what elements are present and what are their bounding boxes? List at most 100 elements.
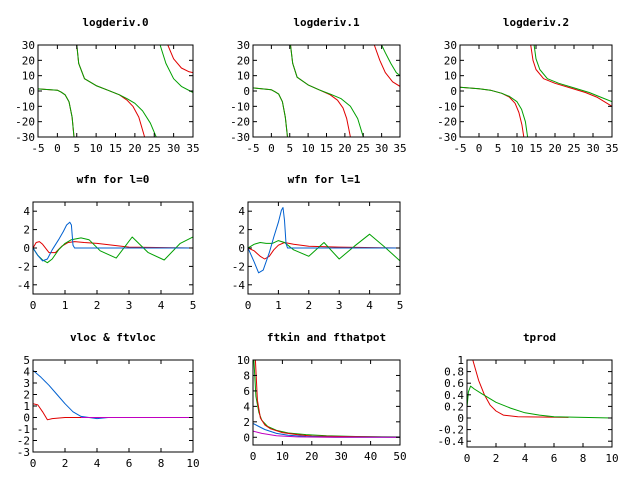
- series-line-2-segment-1: [460, 86, 529, 137]
- x-tick-label: 2: [62, 457, 69, 470]
- x-tick-label: 3: [336, 299, 343, 312]
- y-tick-label: -10: [437, 100, 457, 113]
- x-tick-label: 8: [580, 452, 587, 465]
- x-tick-label: 15: [529, 142, 542, 155]
- y-tick-label: 10: [444, 70, 457, 83]
- plot-frame: [252, 359, 401, 446]
- y-tick-label: 1: [457, 354, 464, 367]
- x-tick-label: -5: [31, 142, 44, 155]
- x-tick-label: 0: [476, 142, 483, 155]
- series-group: [33, 370, 193, 421]
- series-line-1-segment-2: [530, 45, 612, 107]
- chart-ftkin: ftkin and fthatpot 0 10 20 30 40 50 0 2 4 6 8 10: [237, 331, 407, 463]
- chart-logderiv0: logderiv.0-5 0 5 10 15 20 25 30 35-30-20-1001020…: [15, 16, 200, 155]
- chart-title: wfn for l=0: [77, 173, 150, 186]
- y-tick-label: 30: [22, 39, 35, 52]
- y-tick-label: 20: [237, 54, 250, 67]
- x-tick-label: 0: [250, 450, 257, 463]
- x-tick-label: 25: [357, 142, 370, 155]
- x-tick-label: 5: [397, 299, 404, 312]
- y-tick-label: -4: [232, 279, 246, 292]
- x-tick-label: 1: [275, 299, 282, 312]
- y-tick-label: -10: [230, 100, 250, 113]
- y-tick-label: -30: [15, 131, 35, 144]
- y-tick-label: 0: [238, 242, 245, 255]
- x-tick-label: 5: [73, 142, 80, 155]
- chart-wfn0: wfn for l=0 0 1 2 3 4 5 -4 -2 0 2 4: [17, 173, 197, 312]
- y-tick-label: 10: [22, 70, 35, 83]
- chart-logderiv1: logderiv.1-5 0 5 10 15 20 25 30 35-30-20-1001020…: [230, 16, 407, 155]
- y-tick-label: -0.4: [438, 435, 465, 448]
- x-tick-label: 35: [393, 142, 406, 155]
- y-tick-label: -20: [230, 116, 250, 129]
- x-tick-label: 40: [364, 450, 377, 463]
- y-tick-label: -10: [15, 100, 35, 113]
- chart-logderiv2: logderiv.2-5 0 5 10 15 20 25 30 35-30-20-1001020…: [437, 16, 619, 155]
- x-tick-label: 10: [302, 142, 315, 155]
- x-tick-label: 2: [94, 299, 101, 312]
- chart-wfn1: wfn for l=1 0 1 2 3 4 5 -4 -2 0 2 4: [232, 173, 404, 312]
- x-tick-label: 35: [186, 142, 199, 155]
- y-tick-label: 0.2: [444, 400, 464, 413]
- series-line-1-segment-1: [33, 241, 193, 254]
- y-tick-label: 4: [238, 205, 245, 218]
- y-tick-label: 4: [23, 205, 30, 218]
- x-tick-label: 1: [62, 299, 69, 312]
- chart-title: wfn for l=1: [288, 173, 361, 186]
- x-tick-label: 15: [109, 142, 122, 155]
- y-tick-label: 4: [243, 400, 250, 413]
- series-group: [253, 360, 400, 438]
- series-line-2-segment-3: [381, 45, 400, 77]
- chart-title: ftkin and fthatpot: [267, 331, 386, 344]
- series-line-1-segment-1: [33, 403, 193, 421]
- x-tick-label: 15: [320, 142, 333, 155]
- y-tick-label: -0.2: [438, 424, 465, 437]
- y-tick-label: 0: [23, 412, 30, 425]
- series-line-2-segment-1: [33, 370, 113, 420]
- series-group: [253, 45, 400, 137]
- x-tick-label: 4: [94, 457, 101, 470]
- x-tick-label: 30: [167, 142, 180, 155]
- series-line-2-segment-3: [159, 45, 193, 93]
- x-tick-label: 20: [128, 142, 141, 155]
- x-tick-label: 25: [567, 142, 580, 155]
- x-tick-label: 4: [158, 299, 165, 312]
- y-tick-label: 0: [28, 85, 35, 98]
- x-tick-label: 30: [375, 142, 388, 155]
- y-tick-label: -3: [17, 446, 30, 459]
- x-tick-label: 6: [126, 457, 133, 470]
- y-tick-label: -20: [15, 116, 35, 129]
- y-tick-label: 5: [23, 354, 30, 367]
- x-tick-label: 10: [605, 452, 618, 465]
- x-tick-label: 0: [268, 142, 275, 155]
- x-tick-label: 5: [495, 142, 502, 155]
- series-line-1-segment-1: [472, 360, 569, 418]
- x-tick-label: -5: [453, 142, 466, 155]
- y-tick-label: 2: [243, 416, 250, 429]
- series-line-3-segment-1: [248, 207, 400, 274]
- x-tick-label: 2: [305, 299, 312, 312]
- chart-title: logderiv.1: [293, 16, 360, 29]
- x-tick-label: 0: [54, 142, 61, 155]
- series-group: [33, 221, 193, 264]
- x-tick-label: 4: [366, 299, 373, 312]
- y-tick-label: 4: [23, 366, 30, 379]
- x-tick-label: 20: [305, 450, 318, 463]
- x-tick-label: 6: [551, 452, 558, 465]
- y-tick-label: -30: [437, 131, 457, 144]
- y-tick-label: 2: [238, 224, 245, 237]
- series-line-2-segment-2: [533, 45, 612, 103]
- x-tick-label: 30: [335, 450, 348, 463]
- series-group: [38, 45, 193, 137]
- y-tick-label: 10: [237, 354, 250, 367]
- y-tick-label: 10: [237, 70, 250, 83]
- x-tick-label: 35: [605, 142, 618, 155]
- x-tick-label: 10: [510, 142, 523, 155]
- series-line-3-segment-1: [33, 221, 193, 262]
- x-tick-label: 4: [522, 452, 529, 465]
- y-tick-label: 0.8: [444, 366, 464, 379]
